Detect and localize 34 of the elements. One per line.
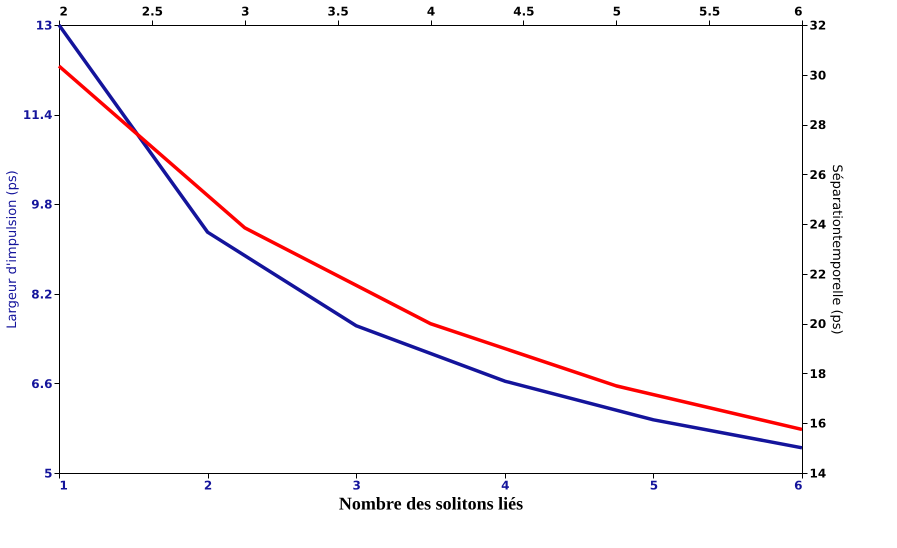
- y2-tick-label: 30: [810, 68, 826, 82]
- y-tick-label: 6.6: [31, 376, 52, 391]
- x2-tick-label: 6: [794, 4, 802, 18]
- y2-tick-label: 24: [810, 218, 826, 232]
- y2-tick-label: 22: [810, 267, 826, 282]
- x-tick-label: 2: [204, 478, 212, 492]
- y2-tick-label: 32: [810, 18, 826, 32]
- x2-tick-label: 2: [60, 4, 68, 18]
- x-tick-label: 6: [794, 478, 802, 492]
- y2-tick-label: 16: [810, 416, 826, 431]
- y-tick-label: 11.4: [22, 108, 52, 122]
- y2-tick-label: 18: [810, 366, 826, 381]
- x-tick-label: 1: [60, 478, 68, 492]
- y2-tick-label: 20: [810, 317, 826, 332]
- x-tick-label: 3: [352, 478, 361, 492]
- y2-tick-label: 26: [810, 168, 826, 182]
- x-tick-label: 5: [650, 478, 658, 492]
- y2-tick-label: 14: [810, 466, 826, 480]
- x2-tick-label: 3: [241, 4, 250, 18]
- x2-tick-label: 4: [426, 4, 436, 18]
- y-tick-label: 13: [36, 18, 52, 32]
- x-tick-label: 4: [501, 478, 510, 492]
- x-axis-title: Nombre des solitons liés: [338, 494, 524, 514]
- x2-tick-label: 2.5: [142, 4, 164, 18]
- x2-tick-label: 3.5: [327, 4, 349, 18]
- y-tick-label: 5: [44, 466, 52, 480]
- x2-tick-label: 5.5: [698, 4, 720, 18]
- y-tick-label: 9.8: [31, 198, 52, 212]
- y-axis-title: Largeur d'impulsion (ps): [4, 170, 20, 329]
- y-tick-label: 8.2: [31, 287, 52, 302]
- x2-tick-label: 5: [612, 4, 621, 18]
- y2-tick-label: 28: [810, 118, 826, 132]
- x2-tick-label: 4.5: [513, 4, 535, 18]
- y2-axis-title: Séparationtemporelle (ps): [829, 164, 844, 335]
